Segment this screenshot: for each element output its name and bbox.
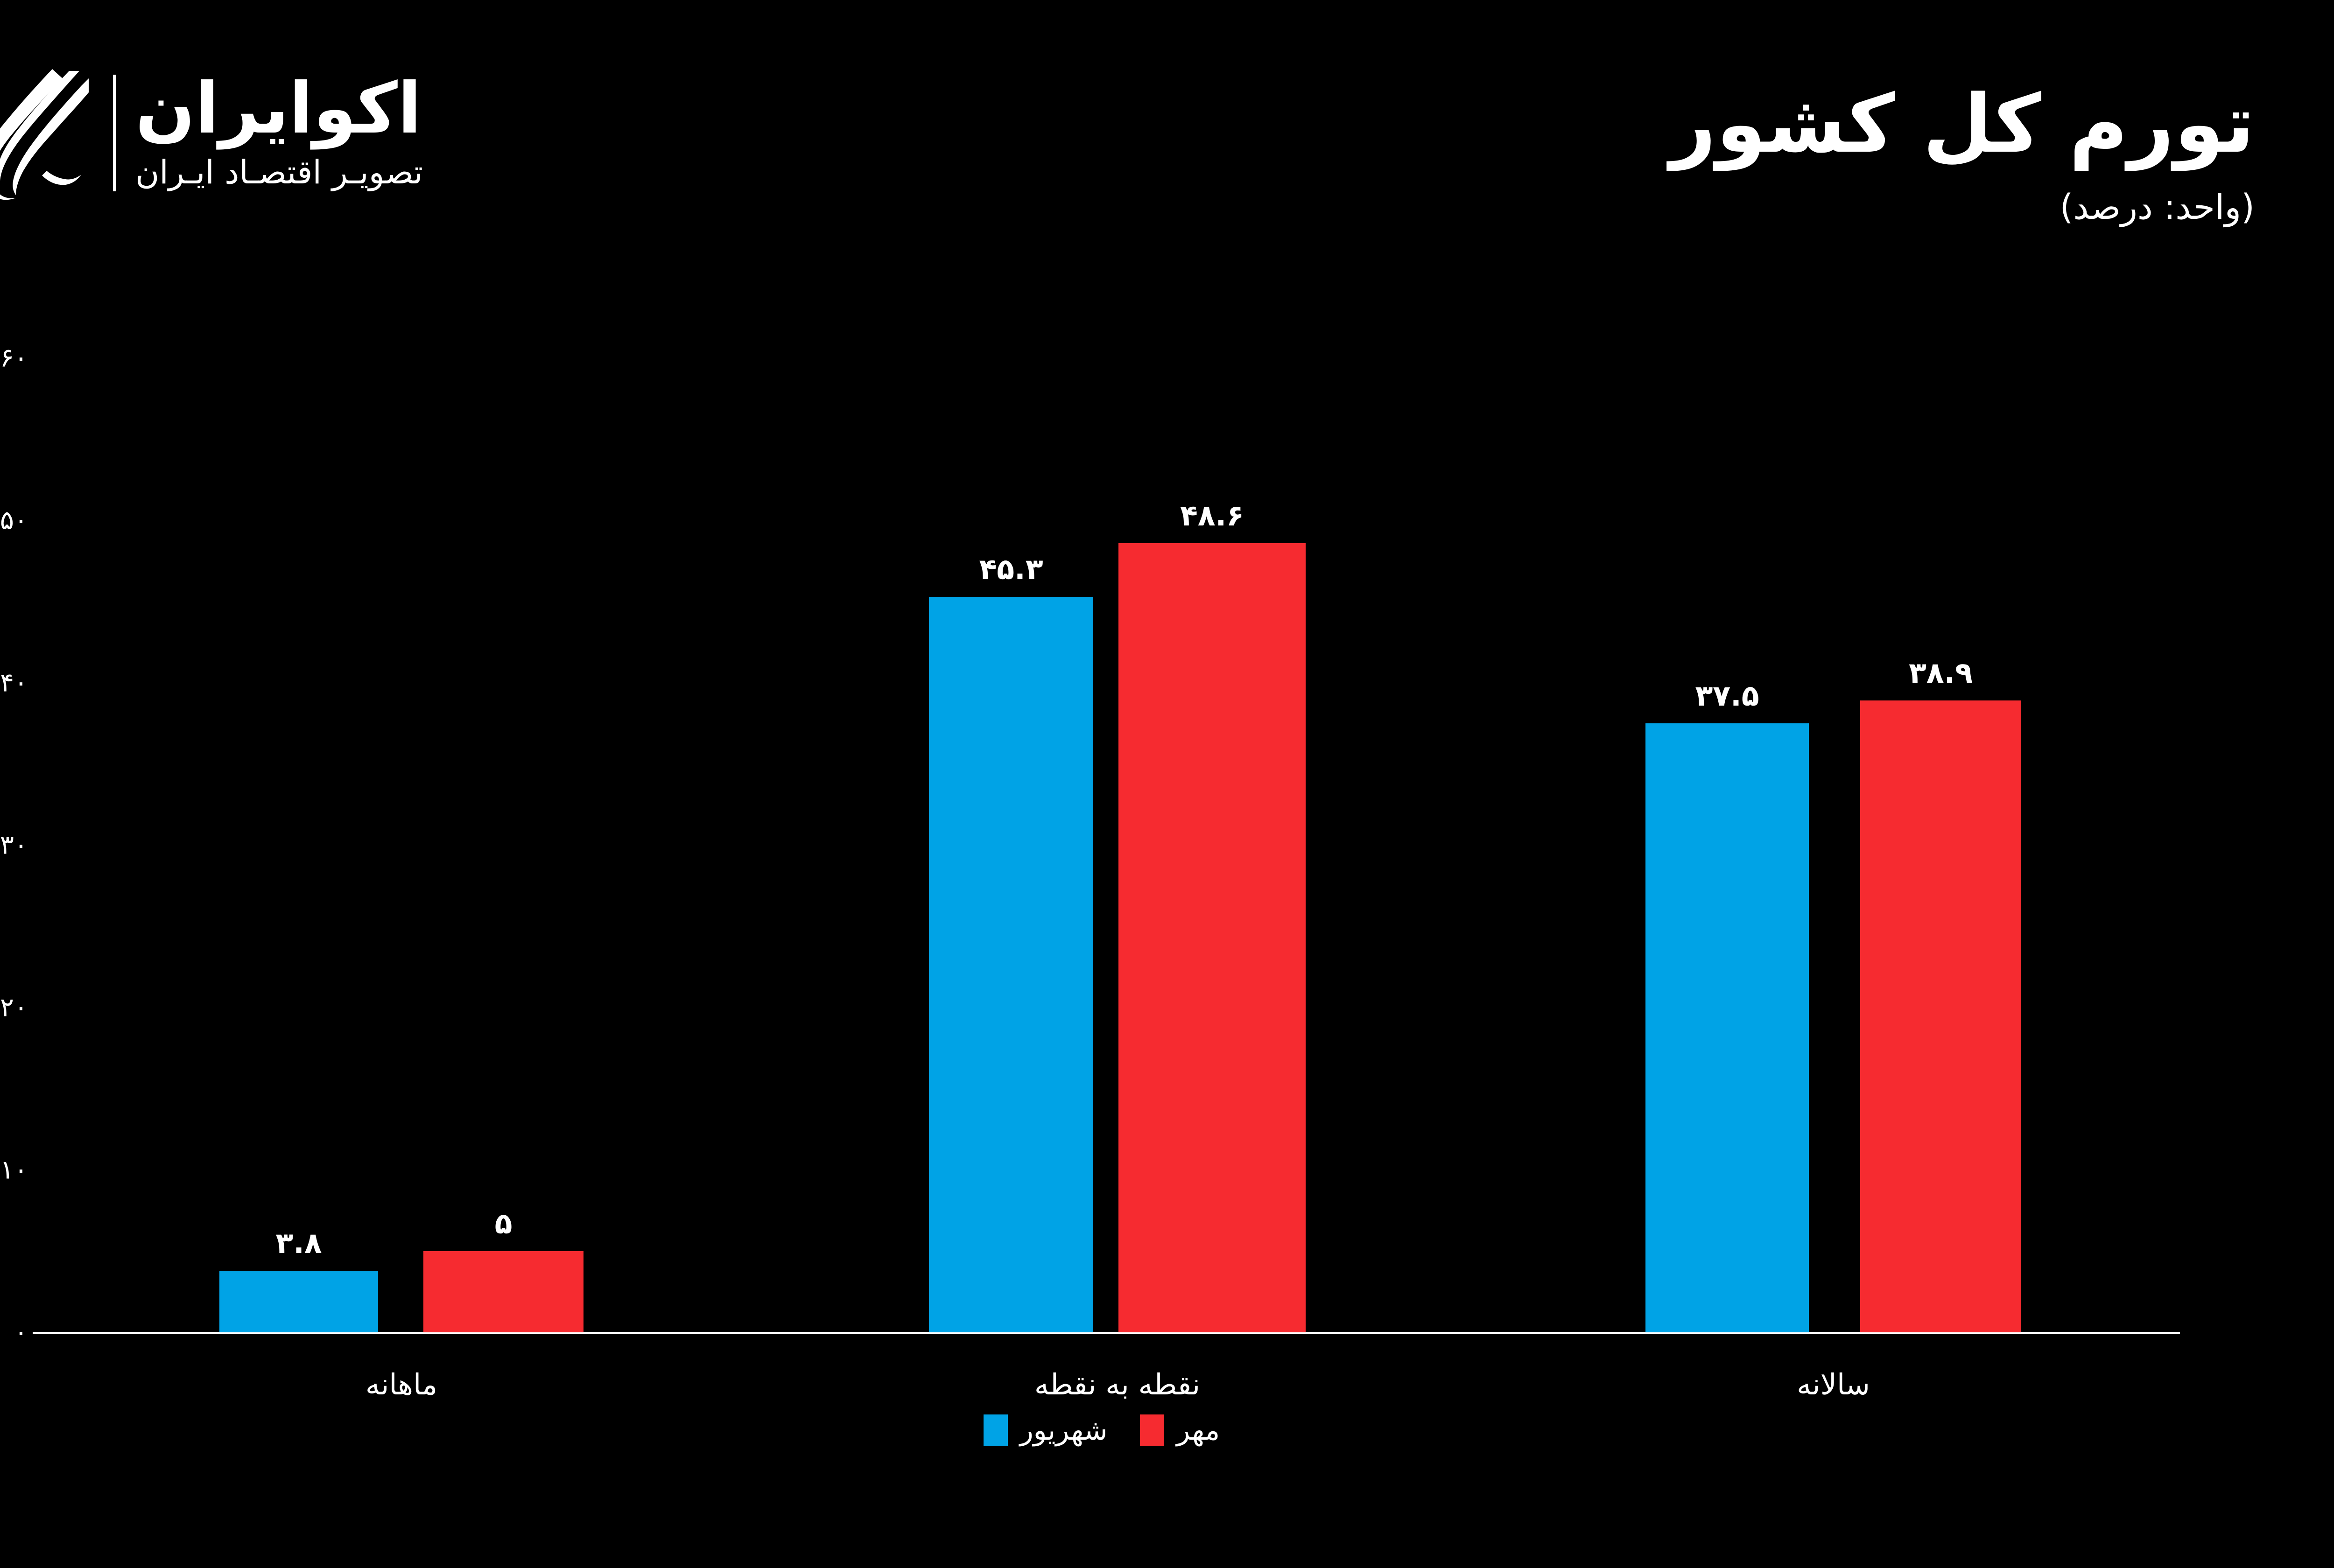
- bar-شهریور-سالانه: [1645, 723, 1809, 1332]
- y-axis-tick-label: ۳۰: [0, 830, 28, 861]
- x-axis-label-1: نقطه به نقطه: [1034, 1367, 1201, 1401]
- legend-label: مهر: [1176, 1414, 1220, 1447]
- bar-شهریور-نقطه به نقطه: [929, 596, 1093, 1332]
- legend-label: شهریور: [1019, 1414, 1108, 1447]
- bar-value-label: ۴۸.۶: [1180, 498, 1244, 532]
- y-axis-tick-label: ۴۰: [0, 667, 28, 698]
- bar-value-label: ۳.۸: [275, 1225, 322, 1260]
- x-axis-line: [33, 1332, 2180, 1334]
- bar-مهر-ماهانه: [423, 1251, 584, 1332]
- y-axis-tick-label: ۶۰: [0, 343, 28, 373]
- bar-شهریور-ماهانه: [219, 1270, 378, 1332]
- bar-value-label: ۳۷.۵: [1695, 679, 1759, 713]
- legend-color-swatch: [1140, 1414, 1165, 1446]
- y-axis-tick-label: ۰: [14, 1317, 28, 1348]
- logo-divider: [113, 75, 116, 191]
- ecoiran-wing-logo-icon: [0, 65, 89, 201]
- chart-header: تورم کل کشور (واحد: درصد): [1670, 79, 2255, 227]
- bar-مهر-سالانه: [1860, 700, 2021, 1332]
- y-axis-tick-label: ۲۰: [0, 992, 28, 1023]
- brand-tagline: تصویـر اقتصـاد ایـران: [135, 153, 423, 191]
- legend-color-swatch: [983, 1414, 1008, 1446]
- legend-item[interactable]: مهر: [1140, 1414, 1220, 1447]
- chart-legend: مهر شهریور: [0, 1414, 2334, 1447]
- x-axis-label-2: سالانه: [1797, 1367, 1870, 1401]
- brand-name: اکوایران: [135, 68, 422, 149]
- brand-logo: اکوایران تصویـر اقتصـاد ایـران: [0, 61, 537, 205]
- bar-value-label: ۳۸.۹: [1908, 656, 1973, 690]
- bar-مهر-نقطه به نقطه: [1118, 543, 1306, 1332]
- x-axis-label-0: ماهانه: [365, 1367, 438, 1401]
- chart-unit-subtitle: (واحد: درصد): [2060, 187, 2255, 227]
- y-axis-tick-label: ۵۰: [0, 505, 28, 536]
- page-title: تورم کل کشور: [1670, 77, 2255, 171]
- bar-value-label: ۴۵.۳: [979, 552, 1043, 586]
- brand-wordmark: اکوایران تصویـر اقتصـاد ایـران: [135, 73, 423, 193]
- y-axis-tick-label: ۱۰: [0, 1155, 28, 1185]
- legend-item[interactable]: شهریور: [983, 1414, 1108, 1447]
- bar-value-label: ۵: [494, 1206, 513, 1240]
